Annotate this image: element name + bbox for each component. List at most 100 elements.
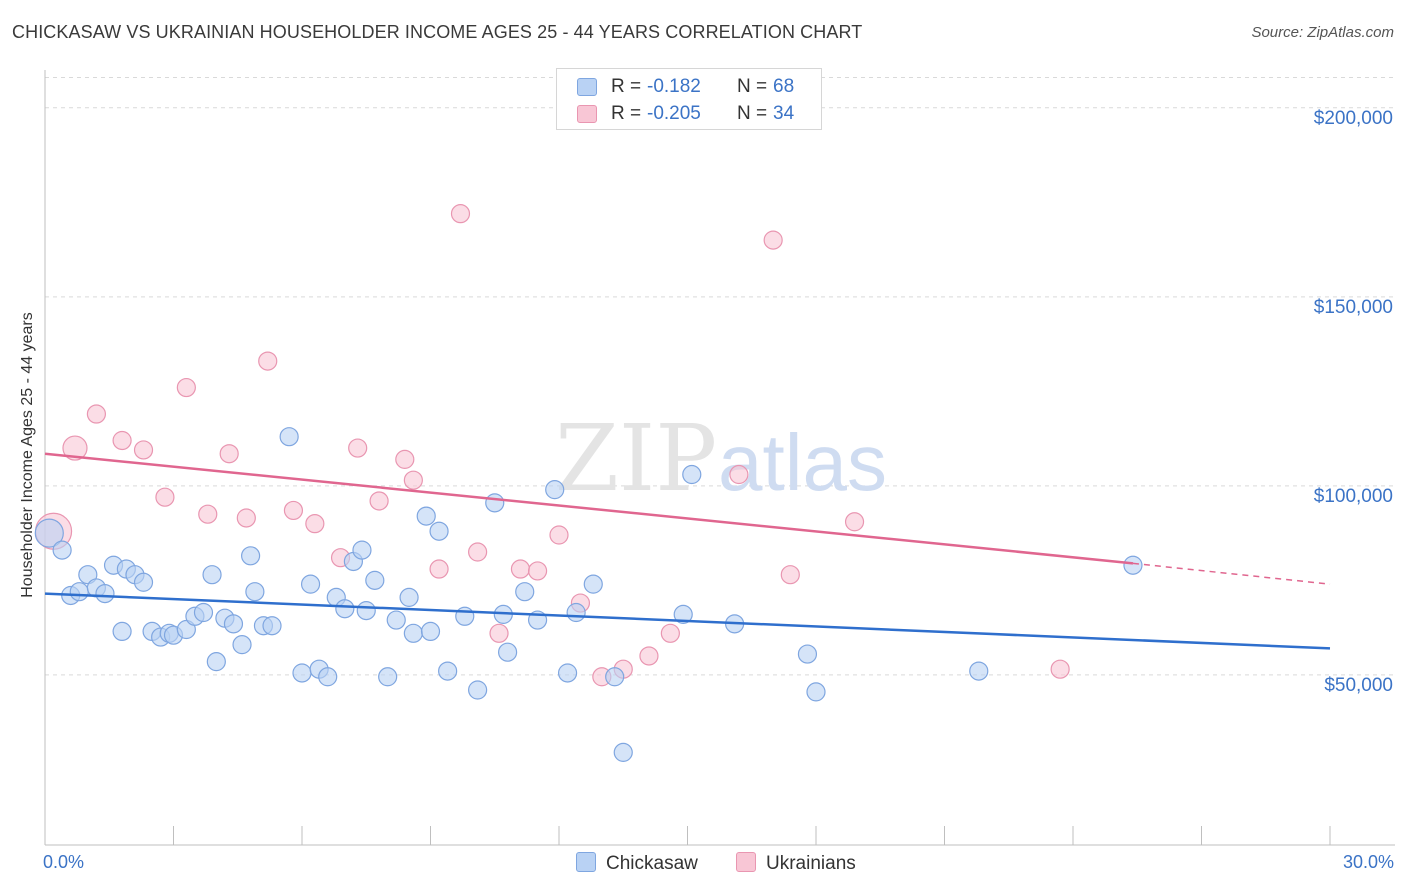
watermark-zip: ZIP bbox=[555, 405, 717, 512]
bottom-legend-chickasaw: Chickasaw bbox=[576, 852, 698, 875]
ukrainian-trend-extension bbox=[1132, 562, 1331, 585]
ukrainian-trend-line bbox=[44, 452, 1134, 565]
chickasaw-point bbox=[378, 667, 398, 687]
legend-n-label: N = bbox=[737, 103, 768, 124]
ukrainian-point bbox=[1050, 659, 1070, 679]
bottom-legend-swatch-pink bbox=[736, 852, 756, 872]
chickasaw-point bbox=[386, 610, 406, 630]
chickasaw-point bbox=[241, 546, 261, 566]
ukrainian-point bbox=[86, 404, 107, 424]
ukrainian-point bbox=[780, 565, 800, 585]
ukrainian-point bbox=[639, 646, 659, 666]
ukrainian-point bbox=[489, 623, 509, 643]
chickasaw-point bbox=[403, 623, 423, 643]
chickasaw-point bbox=[34, 518, 64, 548]
y-tick-label: $100,000 bbox=[1314, 486, 1393, 507]
x-tick-label-max: 30.0% bbox=[1342, 852, 1394, 872]
chickasaw-point bbox=[515, 582, 535, 602]
chickasaw-point bbox=[545, 480, 565, 500]
trend-lines bbox=[44, 452, 1331, 650]
ukrainian-point bbox=[510, 559, 531, 579]
legend-n-value: 68 bbox=[773, 76, 795, 97]
chickasaw-point bbox=[438, 661, 458, 681]
chickasaw-point bbox=[202, 565, 222, 585]
chickasaw-point bbox=[292, 663, 312, 683]
chickasaw-point bbox=[583, 574, 603, 594]
ukrainian-point bbox=[403, 470, 423, 490]
chickasaw-point bbox=[245, 582, 265, 602]
ukrainian-point bbox=[219, 444, 239, 464]
ukrainian-point bbox=[763, 230, 783, 250]
chickasaw-point bbox=[682, 464, 702, 485]
legend-n-label: N = bbox=[737, 76, 768, 97]
ukrainian-point bbox=[527, 561, 548, 581]
chickasaw-point bbox=[429, 521, 449, 541]
y-tick-label: $50,000 bbox=[1324, 675, 1393, 696]
chickasaw-point bbox=[95, 583, 115, 604]
chickasaw-point bbox=[232, 635, 252, 655]
ukrainian-point bbox=[283, 500, 304, 521]
chickasaw-point bbox=[605, 667, 625, 687]
chickasaw-point bbox=[279, 427, 299, 447]
chickasaw-point bbox=[485, 493, 505, 513]
watermark: ZIP atlas bbox=[555, 405, 887, 512]
x-tick-label-min: 0.0% bbox=[43, 852, 85, 872]
legend-swatch-blue bbox=[577, 78, 597, 96]
axes bbox=[44, 70, 1395, 846]
chickasaw-point bbox=[193, 602, 214, 623]
chickasaw-point bbox=[1123, 555, 1143, 575]
ukrainian-point bbox=[176, 377, 196, 398]
source-label: Source: ZipAtlas.com bbox=[1251, 24, 1394, 41]
ukrainian-point bbox=[112, 430, 132, 451]
ukrainian-point bbox=[236, 508, 256, 528]
chickasaw-point bbox=[262, 616, 282, 636]
y-axis-label: Householder Income Ages 25 - 44 years bbox=[19, 312, 36, 598]
chickasaw-point bbox=[566, 602, 586, 623]
bottom-legend-label: Chickasaw bbox=[606, 853, 698, 874]
chickasaw-point bbox=[69, 582, 89, 602]
stats-legend: R = -0.182 N = 68 R = -0.205 N = 34 bbox=[556, 68, 822, 130]
ukrainian-point bbox=[429, 559, 449, 579]
ukrainian-point bbox=[198, 504, 218, 524]
chickasaw-point bbox=[335, 599, 355, 619]
chickasaw-trend-line bbox=[44, 592, 1331, 650]
legend-r-value: -0.205 bbox=[647, 103, 701, 124]
chickasaw-point bbox=[206, 652, 226, 672]
legend-r-value: -0.182 bbox=[647, 76, 701, 97]
ukrainian-point bbox=[549, 525, 569, 545]
y-tick-label: $150,000 bbox=[1314, 297, 1393, 318]
chickasaw-point bbox=[318, 667, 338, 687]
ukrainian-point bbox=[258, 351, 278, 371]
chickasaw-point bbox=[133, 572, 154, 592]
legend-r-label: R = bbox=[611, 103, 642, 124]
legend-swatch-pink bbox=[577, 105, 597, 123]
bottom-legend-swatch-blue bbox=[576, 852, 596, 872]
chart-title: CHICKASAW VS UKRAINIAN HOUSEHOLDER INCOM… bbox=[12, 22, 863, 42]
ukrainian-point bbox=[155, 487, 175, 507]
chickasaw-point bbox=[969, 661, 989, 681]
watermark-atlas: atlas bbox=[718, 418, 887, 507]
chickasaw-point bbox=[365, 570, 385, 590]
chickasaw-point bbox=[806, 682, 826, 702]
ukrainian-point bbox=[348, 438, 368, 458]
ukrainian-point bbox=[305, 514, 325, 534]
ukrainian-point bbox=[450, 204, 471, 224]
chickasaw-point bbox=[223, 614, 244, 634]
chickasaw-point bbox=[399, 587, 419, 607]
chickasaw-point bbox=[52, 540, 72, 560]
chickasaw-point bbox=[300, 574, 321, 594]
data-points bbox=[34, 204, 1143, 762]
chickasaw-point bbox=[613, 742, 633, 762]
chickasaw-point bbox=[557, 663, 578, 683]
chickasaw-point bbox=[352, 540, 372, 560]
bottom-legend-label: Ukrainians bbox=[766, 853, 856, 874]
legend-n-value: 34 bbox=[773, 103, 795, 124]
chickasaw-point bbox=[455, 606, 475, 626]
ukrainian-point bbox=[468, 542, 488, 562]
chickasaw-point bbox=[420, 621, 441, 642]
bottom-legend-ukrainians: Ukrainians bbox=[736, 852, 856, 875]
ukrainian-point bbox=[395, 449, 415, 469]
chickasaw-point bbox=[112, 621, 132, 642]
chickasaw-point bbox=[797, 644, 818, 664]
